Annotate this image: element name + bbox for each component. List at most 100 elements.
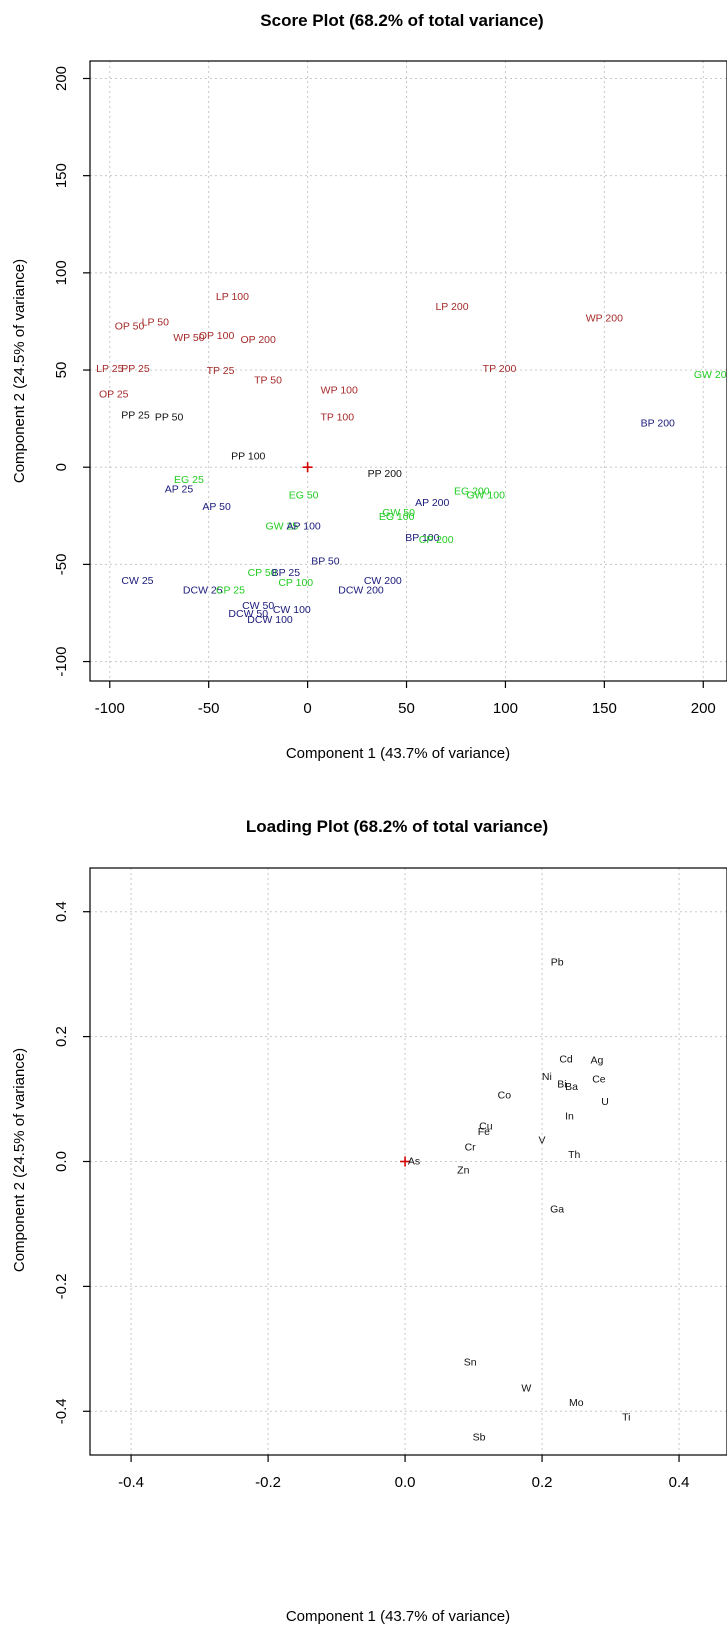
loading-ticks: -0.4 -0.2 0.0 0.2 0.4 -0.4 -0.2 0.0 0.2 0.4: [53, 901, 689, 1491]
loading-y-tick-label: 0.4: [53, 901, 70, 922]
loading-point-label: Ga: [550, 1203, 564, 1215]
score-x-tick-label: 100: [493, 700, 518, 717]
score-point-label: LP 50: [142, 316, 169, 328]
score-point-label: WP 50: [173, 332, 204, 344]
score-x-tick-label: 150: [592, 700, 617, 717]
score-point-label: CW 200: [364, 575, 402, 587]
loading-point-label: W: [521, 1383, 531, 1395]
score-x-tick-label: 200: [691, 700, 716, 717]
score-point-label: BP 50: [311, 555, 340, 567]
score-x-tick-label: 50: [398, 700, 415, 717]
score-point-label: PP 25: [121, 363, 150, 375]
score-point-label: DCW 200: [338, 585, 384, 597]
score-point-label: OP 25: [99, 388, 129, 400]
score-point-label: OP 100: [199, 330, 235, 342]
loading-point-label: Zn: [457, 1165, 469, 1177]
loading-x-tick-label: 0.0: [395, 1474, 416, 1491]
score-point-label: CW 25: [121, 575, 153, 587]
loading-point-label: Cd: [559, 1053, 573, 1065]
loading-point-label: V: [539, 1135, 546, 1147]
score-point-label: EG 25: [174, 474, 204, 486]
score-point-label: PP 200: [368, 468, 402, 480]
loading-y-axis-label: Component 2 (24.5% of variance): [11, 1048, 28, 1272]
loading-point-label: Ni: [542, 1071, 552, 1083]
score-point-label: OP 50: [115, 320, 145, 332]
loading-point-label: In: [565, 1110, 574, 1122]
score-point-label: EG 100: [379, 511, 415, 523]
score-point-label: OP 200: [240, 334, 276, 346]
loading-point-label: As: [408, 1155, 420, 1167]
score-point-label: EG 50: [289, 489, 319, 501]
loading-point-label: Sb: [473, 1431, 486, 1443]
score-x-tick-label: -50: [198, 700, 220, 717]
loading-x-axis-label: Component 1 (43.7% of variance): [286, 1608, 510, 1625]
score-point-label: LP 200: [435, 301, 468, 313]
score-point-label: LP 25: [96, 363, 123, 375]
loading-point-label: Ag: [590, 1055, 603, 1067]
score-y-tick-label: -50: [53, 554, 70, 576]
loading-point-label: U: [601, 1096, 609, 1108]
loading-point-label: Cu: [479, 1120, 493, 1132]
loading-plot: Loading Plot (68.2% of total variance) -…: [11, 817, 727, 1625]
loading-grid: [90, 868, 727, 1455]
score-point-label: GW 25: [266, 521, 299, 533]
loading-point-label: Ce: [592, 1073, 606, 1085]
loading-x-tick-label: -0.2: [255, 1474, 281, 1491]
score-point-label: GW 200: [694, 369, 727, 381]
score-y-tick-label: 0: [53, 463, 70, 471]
score-y-tick-label: 50: [53, 362, 70, 379]
score-point-label: GW 50: [382, 507, 415, 519]
loading-plot-title: Loading Plot (68.2% of total variance): [246, 817, 548, 836]
loading-point-label: Mo: [569, 1397, 584, 1409]
score-ticks: -100 -50 0 50 100 150 200 -100 -50 0 50 100 150 200: [53, 66, 716, 717]
score-point-label: DCW 50: [228, 608, 268, 620]
score-point-label: TP 100: [320, 412, 354, 424]
score-point-label: AP 25: [165, 484, 194, 496]
loading-plot-frame: [89, 867, 727, 1456]
score-grid: [90, 61, 727, 681]
loading-point-label: Cr: [465, 1142, 477, 1154]
score-point-label: DCW 100: [247, 614, 293, 626]
score-point-label: PP 50: [155, 412, 184, 424]
score-point-label: CP 100: [278, 577, 313, 589]
score-point-label: TP 200: [483, 363, 517, 375]
score-point-label: CW 100: [273, 604, 311, 616]
loading-x-tick-label: 0.4: [669, 1474, 690, 1491]
score-y-tick-label: 150: [53, 163, 70, 188]
loading-point-label: Fe: [478, 1126, 490, 1138]
score-y-tick-label: 200: [53, 66, 70, 91]
score-point-label: AP 50: [202, 501, 231, 513]
loading-point-label: Pb: [551, 957, 564, 969]
loading-x-tick-label: 0.2: [532, 1474, 553, 1491]
loading-origin-marker: [400, 1156, 411, 1167]
score-plot: Score Plot (68.2% of total variance) -10…: [11, 11, 727, 762]
loading-y-tick-label: -0.4: [53, 1398, 70, 1424]
score-point-label: CW 50: [242, 600, 274, 612]
score-point-label: BP 100: [405, 532, 439, 544]
score-point-label: GW 100: [466, 489, 505, 501]
score-point-label: CP 50: [248, 567, 277, 579]
loading-x-tick-label: -0.4: [118, 1474, 144, 1491]
score-point-label: TP 25: [207, 365, 235, 377]
score-point-label: BP 200: [641, 418, 675, 430]
score-origin-marker: [302, 462, 313, 473]
loading-point-label: Ba: [565, 1081, 578, 1093]
score-y-tick-label: -100: [53, 647, 70, 677]
loading-point-label: Ti: [622, 1411, 630, 1423]
score-plot-frame: [89, 60, 727, 682]
score-point-label: BP 25: [272, 567, 301, 579]
loading-point-label: Co: [498, 1090, 512, 1102]
score-x-tick-label: -100: [95, 700, 125, 717]
score-point-label: AP 200: [415, 497, 449, 509]
score-plot-title: Score Plot (68.2% of total variance): [260, 11, 543, 30]
score-point-label: CP 200: [419, 534, 454, 546]
loading-point-label: Bi: [557, 1078, 566, 1090]
loading-point-label: Sn: [464, 1356, 477, 1368]
loading-y-tick-label: 0.2: [53, 1026, 70, 1047]
score-point-label: TP 50: [254, 375, 282, 387]
score-point-label: EG 200: [454, 486, 490, 498]
score-point-label: PP 100: [231, 451, 265, 463]
